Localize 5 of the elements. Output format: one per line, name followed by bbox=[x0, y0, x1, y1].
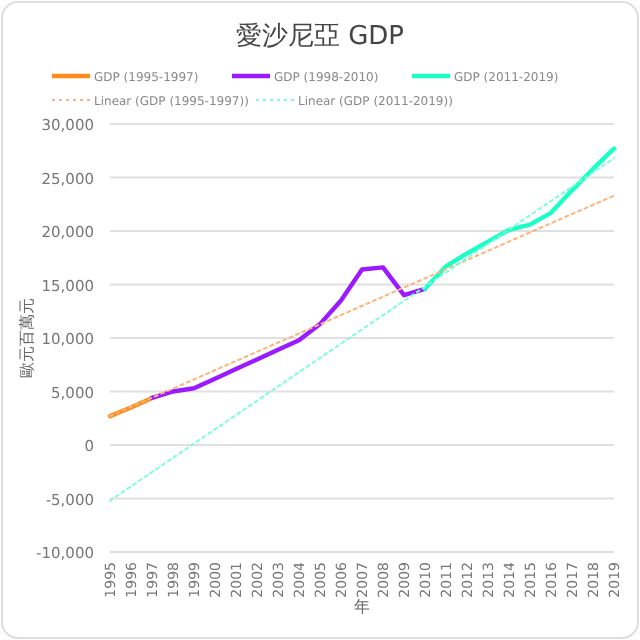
x-axis-title: 年 bbox=[354, 598, 370, 616]
line-series bbox=[422, 146, 617, 291]
line-series bbox=[149, 265, 428, 401]
chart-title: 愛沙尼亞 GDP bbox=[235, 22, 405, 52]
y-axis-title: 歐元百萬元 bbox=[18, 298, 36, 378]
